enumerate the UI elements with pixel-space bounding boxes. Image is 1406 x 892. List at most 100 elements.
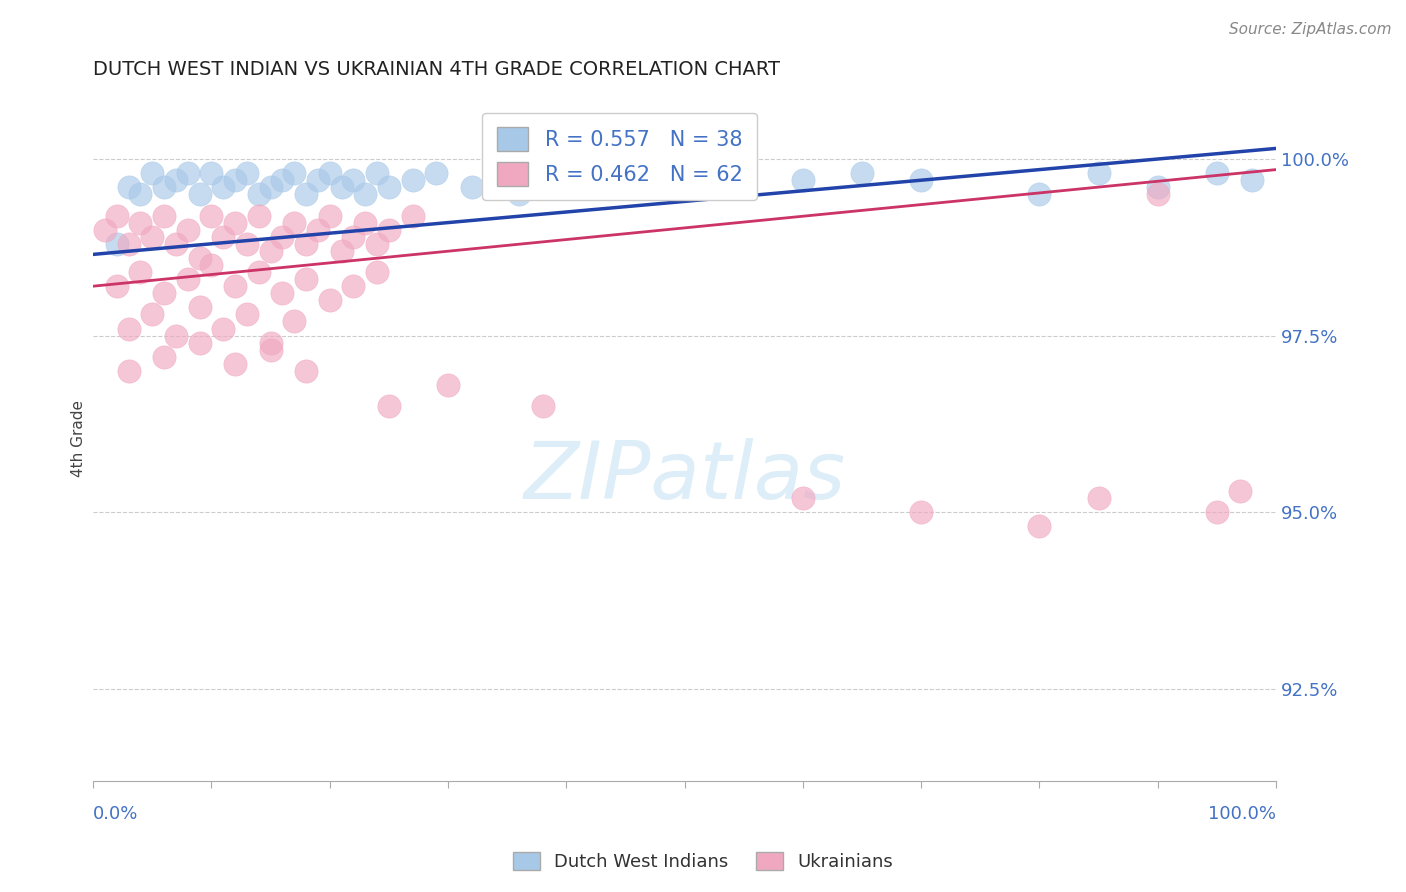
Point: [1241, 173, 1264, 187]
Point: [1205, 505, 1227, 519]
Point: [307, 173, 329, 187]
Point: [851, 166, 873, 180]
Point: [319, 166, 342, 180]
Point: [141, 229, 163, 244]
Point: [165, 236, 187, 251]
Point: [141, 166, 163, 180]
Point: [259, 180, 281, 194]
Point: [188, 335, 211, 350]
Point: [247, 187, 270, 202]
Text: ZIPatlas: ZIPatlas: [523, 438, 845, 516]
Point: [1205, 166, 1227, 180]
Point: [378, 180, 401, 194]
Y-axis label: 4th Grade: 4th Grade: [72, 400, 86, 476]
Point: [342, 229, 364, 244]
Point: [141, 308, 163, 322]
Point: [366, 265, 388, 279]
Point: [200, 209, 222, 223]
Point: [437, 378, 460, 392]
Point: [425, 166, 447, 180]
Point: [236, 166, 259, 180]
Point: [354, 216, 377, 230]
Point: [259, 244, 281, 258]
Point: [224, 216, 246, 230]
Point: [153, 209, 176, 223]
Point: [910, 505, 932, 519]
Point: [247, 209, 270, 223]
Point: [259, 343, 281, 357]
Point: [295, 187, 318, 202]
Point: [401, 209, 423, 223]
Point: [212, 229, 235, 244]
Point: [177, 222, 200, 236]
Point: [188, 301, 211, 315]
Point: [153, 350, 176, 364]
Point: [165, 328, 187, 343]
Point: [792, 173, 814, 187]
Text: DUTCH WEST INDIAN VS UKRAINIAN 4TH GRADE CORRELATION CHART: DUTCH WEST INDIAN VS UKRAINIAN 4TH GRADE…: [93, 60, 780, 78]
Point: [153, 286, 176, 301]
Point: [378, 399, 401, 413]
Point: [118, 180, 141, 194]
Point: [1087, 166, 1109, 180]
Point: [105, 236, 128, 251]
Point: [1028, 187, 1050, 202]
Point: [129, 216, 152, 230]
Point: [1028, 519, 1050, 533]
Point: [508, 187, 530, 202]
Text: Source: ZipAtlas.com: Source: ZipAtlas.com: [1229, 22, 1392, 37]
Point: [271, 286, 294, 301]
Point: [153, 180, 176, 194]
Point: [129, 265, 152, 279]
Point: [295, 236, 318, 251]
Point: [188, 251, 211, 265]
Point: [236, 308, 259, 322]
Point: [330, 180, 353, 194]
Point: [283, 166, 305, 180]
Point: [283, 314, 305, 328]
Point: [118, 321, 141, 335]
Point: [200, 258, 222, 272]
Point: [118, 236, 141, 251]
Point: [531, 399, 554, 413]
Point: [319, 293, 342, 308]
Point: [319, 209, 342, 223]
Point: [342, 279, 364, 293]
Point: [295, 272, 318, 286]
Point: [118, 364, 141, 378]
Point: [1229, 484, 1251, 499]
Point: [354, 187, 377, 202]
Point: [307, 222, 329, 236]
Point: [224, 357, 246, 371]
Point: [366, 166, 388, 180]
Text: 0.0%: 0.0%: [93, 805, 139, 823]
Point: [200, 166, 222, 180]
Point: [1146, 187, 1168, 202]
Point: [342, 173, 364, 187]
Point: [366, 236, 388, 251]
Point: [177, 166, 200, 180]
Point: [212, 180, 235, 194]
Point: [105, 209, 128, 223]
Text: 100.0%: 100.0%: [1208, 805, 1277, 823]
Point: [224, 173, 246, 187]
Point: [1087, 491, 1109, 505]
Point: [177, 272, 200, 286]
Point: [224, 279, 246, 293]
Point: [129, 187, 152, 202]
Point: [271, 173, 294, 187]
Point: [105, 279, 128, 293]
Point: [673, 180, 696, 194]
Point: [792, 491, 814, 505]
Point: [330, 244, 353, 258]
Point: [1146, 180, 1168, 194]
Point: [236, 236, 259, 251]
Legend: Dutch West Indians, Ukrainians: Dutch West Indians, Ukrainians: [506, 845, 900, 879]
Point: [460, 180, 482, 194]
Point: [401, 173, 423, 187]
Point: [295, 364, 318, 378]
Point: [165, 173, 187, 187]
Point: [378, 222, 401, 236]
Point: [555, 166, 578, 180]
Point: [247, 265, 270, 279]
